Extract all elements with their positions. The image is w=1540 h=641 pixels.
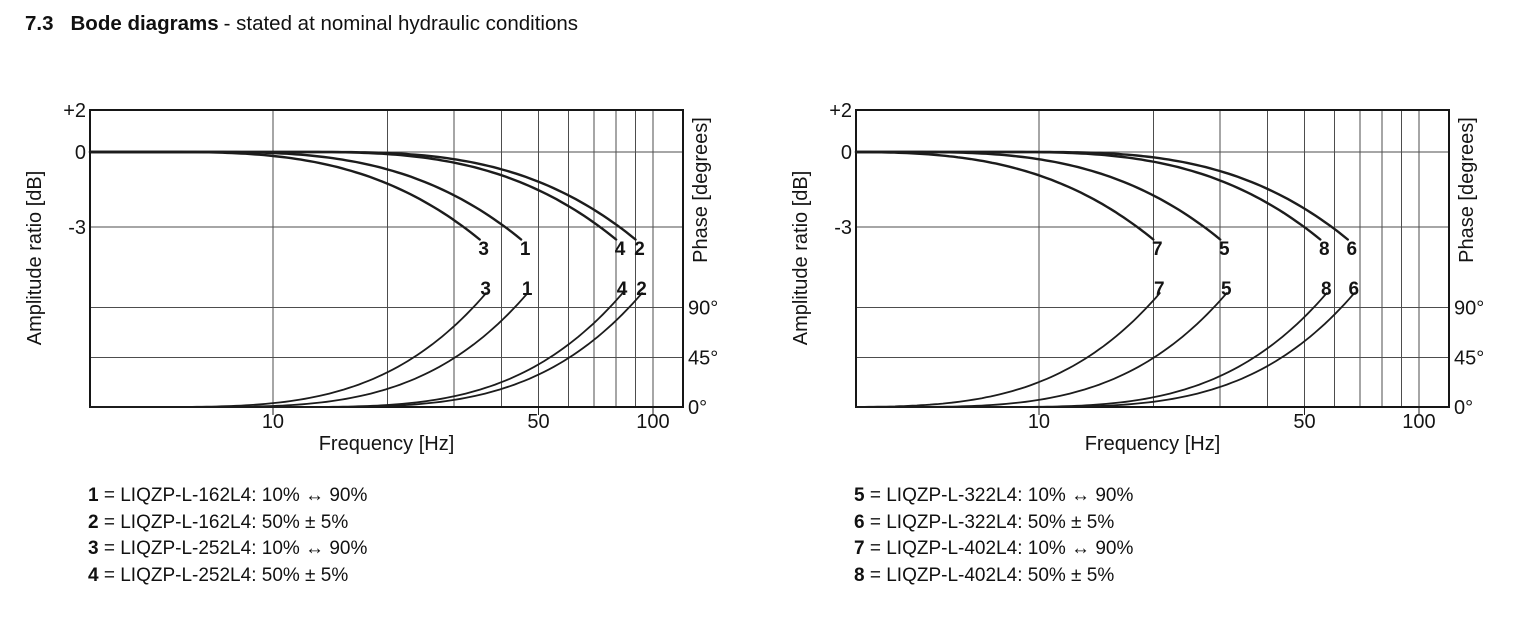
legend-left: 1 = LIQZP-L-162L4: 10% ↔ 90% 2 = LIQZP-L-…	[88, 483, 367, 589]
legend-item-number: 6	[854, 511, 865, 533]
phase-curve-2	[89, 292, 643, 408]
legend-item-2: 2 = LIQZP-L-162L4: 50% ± 5%	[88, 511, 349, 533]
plot-border	[855, 109, 1450, 408]
section-title: 7.3 Bode diagrams - stated at nominal hydr…	[25, 12, 578, 36]
phase-curve-label-8: 8	[1321, 279, 1332, 300]
section-heading: Bode diagrams	[70, 12, 219, 35]
bode-diagram-right: 7 7 5 5 8 86 6 10 50 100 +2 0 -3 90° 45° 0° Frequency [H…	[790, 100, 1484, 455]
left-y-axis-title: Amplitude ratio [dB]	[790, 171, 812, 346]
phase-curve-label-6: 6	[1349, 279, 1360, 300]
legend-item-number: 1	[88, 485, 99, 506]
amplitude-tick-label-+2: +2	[63, 100, 86, 122]
legend-item-1: 1 = LIQZP-L-162L4: 10% ↔ 90%	[88, 485, 368, 506]
phase-curve-label-2: 2	[636, 279, 647, 300]
legend-item-number: 3	[88, 538, 99, 560]
amplitude-curve-label-2: 2	[634, 239, 645, 260]
x-tick-label-50: 50	[1293, 411, 1315, 433]
amplitude-tick-label-0: 0	[841, 142, 852, 164]
phase-curve-4	[89, 292, 624, 408]
amplitude-curve-label-6: 6	[1347, 239, 1358, 260]
plot-border	[89, 109, 684, 408]
amplitude-curve-3	[88, 150, 481, 241]
x-axis-title: Frequency [Hz]	[1085, 433, 1221, 455]
amplitude-tick-label-+2: +2	[829, 100, 852, 122]
amplitude-curve-7	[854, 150, 1155, 241]
amplitude-curve-1	[88, 150, 523, 241]
x-tick-label-10: 10	[262, 411, 284, 433]
left-y-axis-title: Amplitude ratio [dB]	[24, 171, 46, 346]
bode-diagram-left: 3 3 1 1 4 42 2 10 50 100 +2 0 -3 90° 45° 0° Frequency [H…	[24, 100, 718, 455]
legend-item-3: 3 = LIQZP-L-252L4: 10% ↔ 90%	[88, 538, 368, 560]
phase-curve-3	[89, 292, 487, 408]
phase-curve-label-3: 3	[480, 279, 491, 300]
amplitude-curve-label-3: 3	[478, 239, 489, 260]
x-axis-title: Frequency [Hz]	[319, 433, 455, 455]
phase-tick-label-90: 90°	[688, 298, 718, 320]
legend-item-number: 8	[854, 564, 865, 586]
legend-item-8: 8 = LIQZP-L-402L4: 50% ± 5%	[854, 564, 1115, 586]
amplitude-curve-6	[854, 150, 1349, 241]
section-number: 7.3	[25, 12, 54, 35]
phase-curve-7	[855, 292, 1161, 408]
legend-item-6: 6 = LIQZP-L-322L4: 50% ± 5%	[854, 511, 1115, 533]
phase-curve-label-5: 5	[1221, 279, 1232, 300]
legend-item-5: 5 = LIQZP-L-322L4: 10% ↔ 90%	[854, 485, 1134, 506]
amplitude-tick-label--3: -3	[834, 217, 852, 239]
amplitude-curve-label-1: 1	[520, 239, 531, 260]
phase-curve-6	[855, 292, 1356, 408]
amplitude-tick-label-0: 0	[75, 142, 86, 164]
legend-item-number: 2	[88, 511, 99, 533]
amplitude-curve-label-7: 7	[1152, 239, 1163, 260]
phase-tick-label-0: 0°	[1454, 397, 1473, 419]
legend-item-number: 7	[854, 538, 865, 560]
section-subtitle: - stated at nominal hydraulic conditions	[223, 12, 578, 35]
phase-tick-label-45: 45°	[688, 347, 718, 369]
legend-item-number: 5	[854, 485, 865, 506]
phase-tick-label-45: 45°	[1454, 347, 1484, 369]
right-y-axis-title: Phase [degrees]	[1456, 117, 1478, 263]
amplitude-curve-2	[88, 150, 637, 241]
amplitude-tick-label--3: -3	[68, 217, 86, 239]
legend-item-7: 7 = LIQZP-L-402L4: 10% ↔ 90%	[854, 538, 1134, 560]
phase-curve-1	[89, 292, 529, 408]
phase-curve-label-7: 7	[1154, 279, 1165, 300]
phase-tick-label-90: 90°	[1454, 298, 1484, 320]
amplitude-curve-4	[88, 150, 618, 241]
x-tick-label-100: 100	[636, 411, 669, 433]
amplitude-curve-label-5: 5	[1219, 239, 1230, 260]
phase-curve-label-1: 1	[522, 279, 533, 300]
x-tick-label-50: 50	[527, 411, 549, 433]
legend-right: 5 = LIQZP-L-322L4: 10% ↔ 90% 6 = LIQZP-L-…	[854, 483, 1133, 589]
right-y-axis-title: Phase [degrees]	[690, 117, 712, 263]
legend-item-4: 4 = LIQZP-L-252L4: 50% ± 5%	[88, 564, 349, 586]
amplitude-curve-label-8: 8	[1319, 239, 1330, 260]
amplitude-curve-label-4: 4	[615, 239, 626, 260]
phase-curve-label-4: 4	[617, 279, 628, 300]
phase-curve-8	[855, 292, 1328, 408]
legend-item-number: 4	[88, 564, 99, 586]
phase-tick-label-0: 0°	[688, 397, 707, 419]
x-tick-label-10: 10	[1028, 411, 1050, 433]
phase-curve-5	[855, 292, 1228, 408]
x-tick-label-100: 100	[1402, 411, 1435, 433]
